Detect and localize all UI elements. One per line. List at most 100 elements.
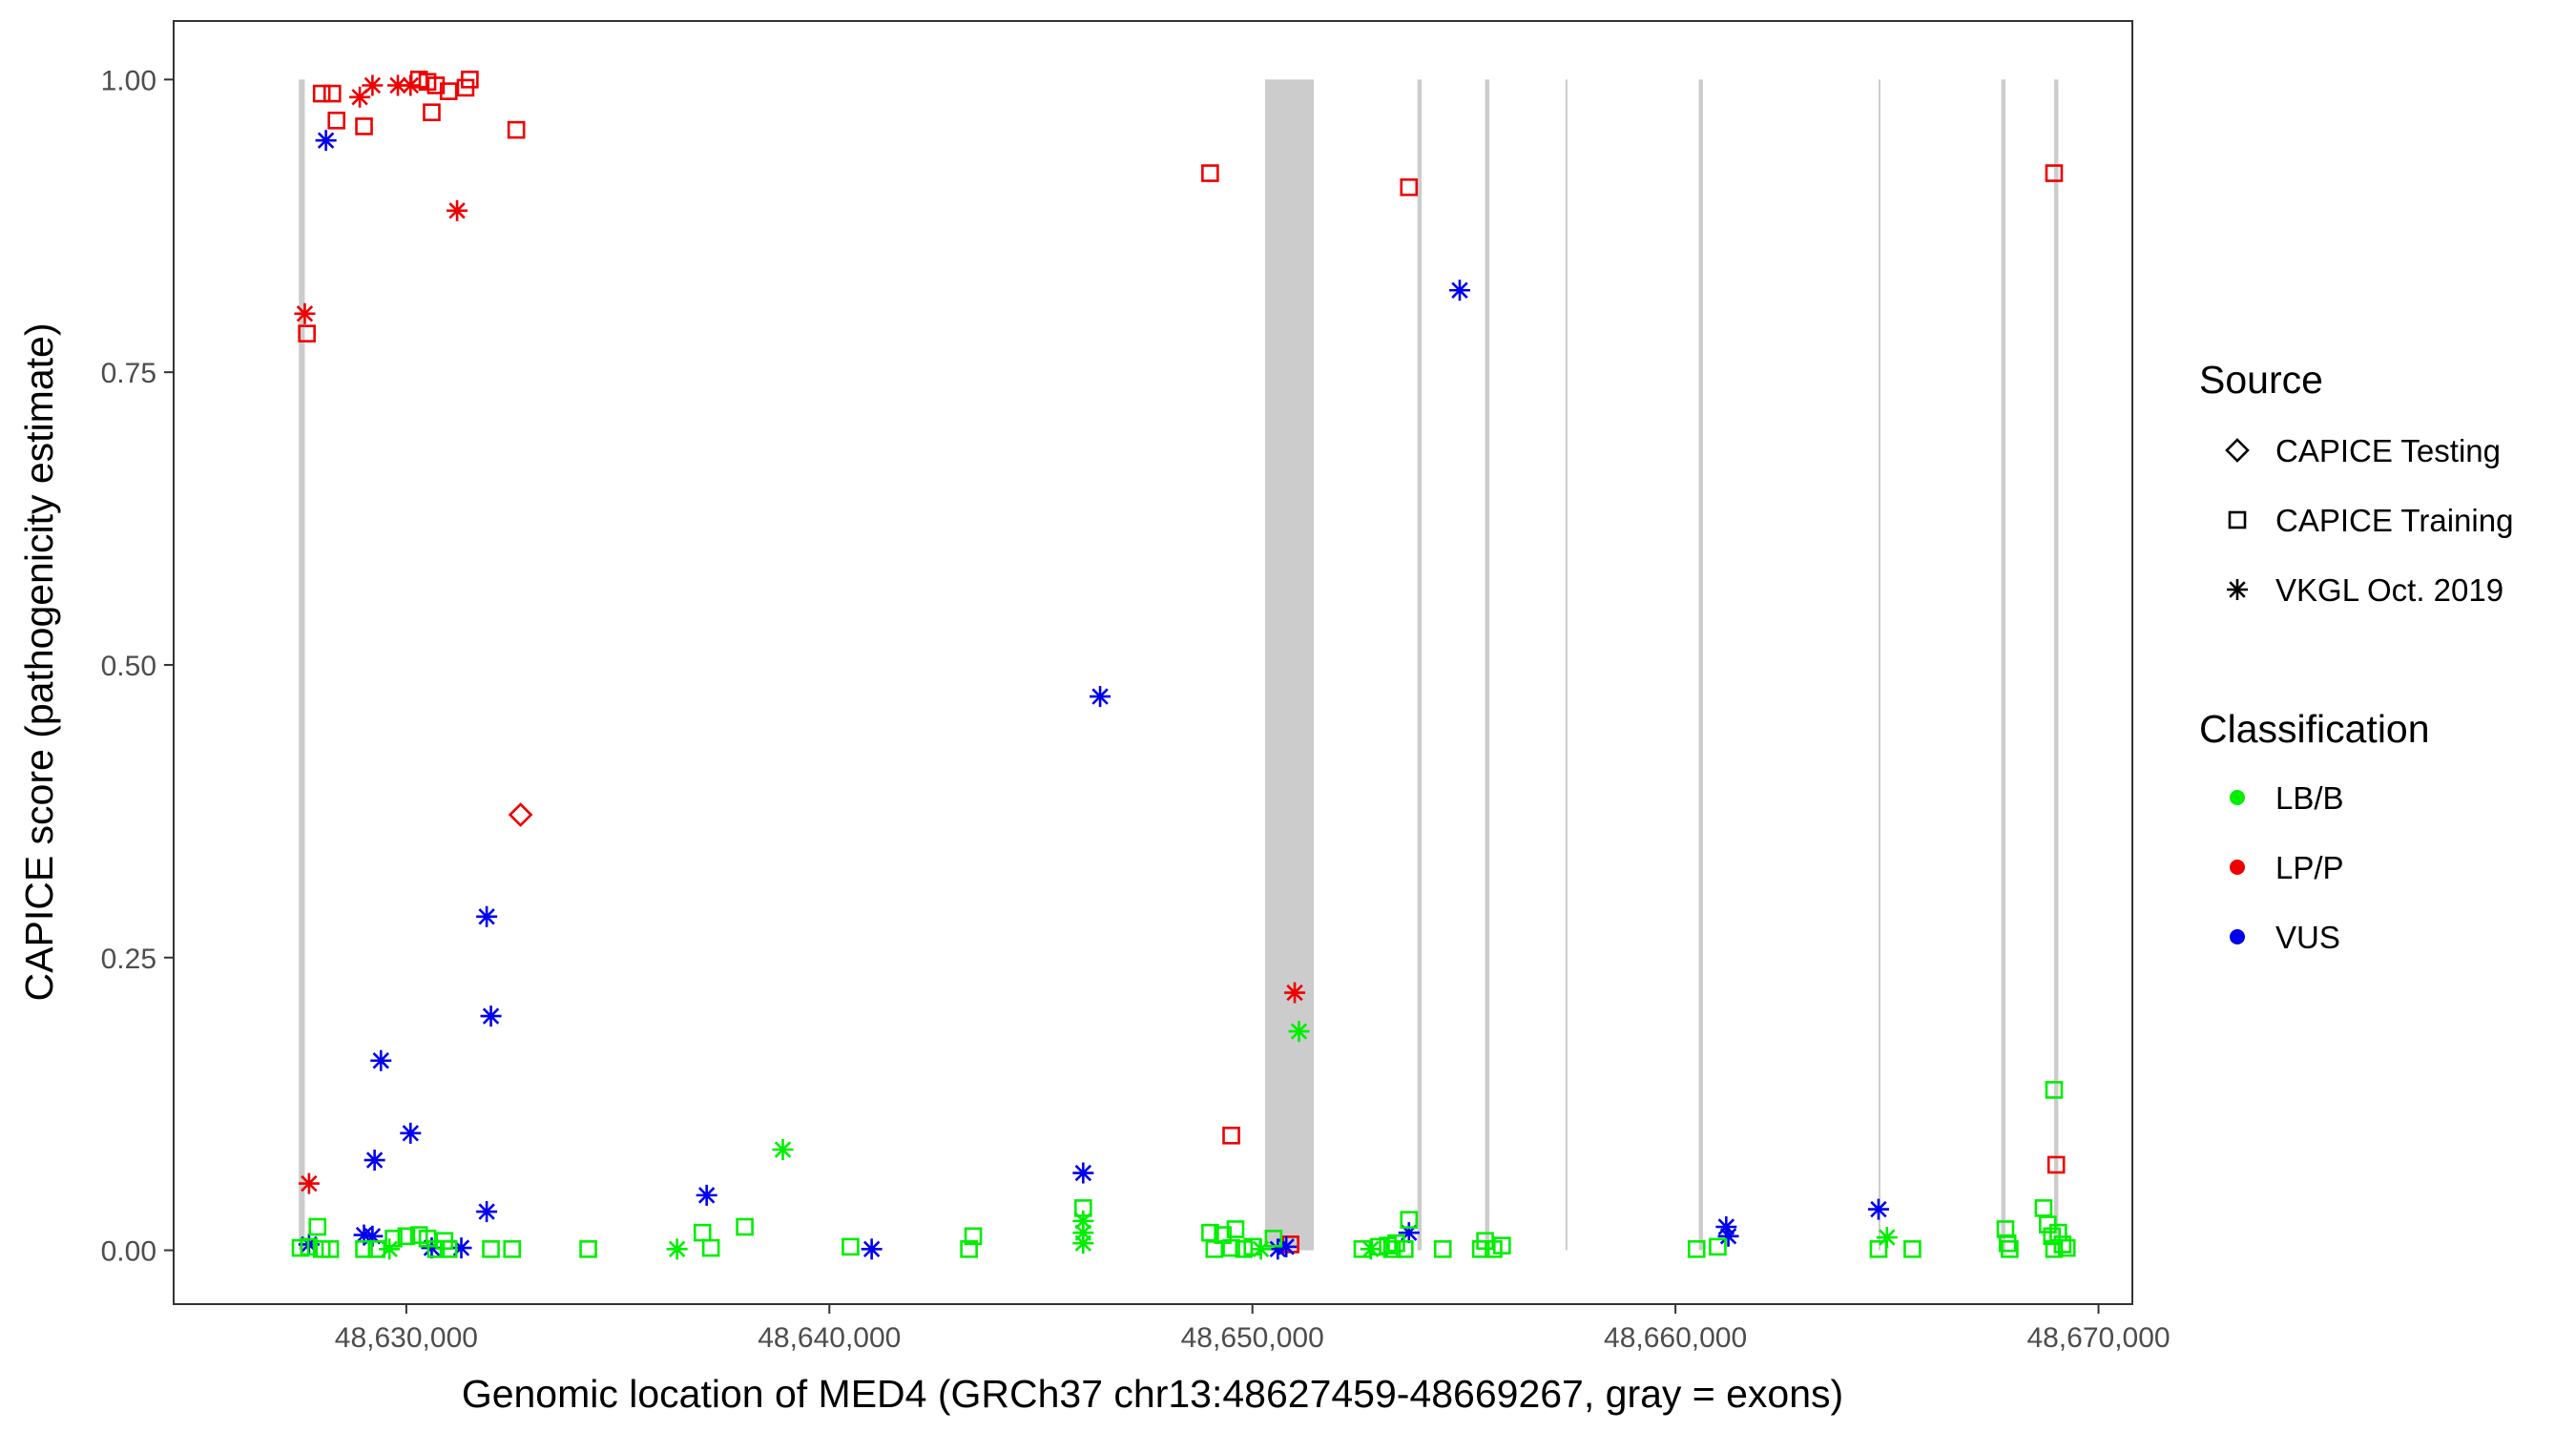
data-point	[2045, 164, 2064, 182]
square-marker	[1998, 1234, 2017, 1253]
data-point	[960, 1240, 978, 1258]
data-point	[1867, 1198, 1889, 1220]
exon-band	[299, 79, 305, 1251]
asterisk-stroke	[1290, 1023, 1308, 1040]
legend-source-label: VKGL Oct. 2019	[2275, 572, 2503, 608]
square-marker	[2046, 1155, 2066, 1174]
asterisk-stroke	[448, 202, 466, 219]
data-point	[2057, 1238, 2076, 1257]
data-point	[1396, 1240, 1414, 1258]
data-point	[439, 1240, 458, 1258]
asterisk-stroke	[2229, 581, 2246, 598]
square-marker	[355, 1240, 373, 1258]
legend-classification-label: LB/B	[2275, 780, 2344, 816]
exon-band	[1565, 79, 1568, 1251]
asterisk-stroke	[698, 1187, 716, 1204]
asterisk-stroke	[389, 76, 406, 94]
legend: Source CAPICE Testing CAPICE Training VKGL…	[2199, 358, 2513, 955]
legend-classification-items: LB/B LP/P VUS	[2230, 780, 2344, 955]
square-marker	[439, 82, 458, 100]
legend-classification-title: Classification	[2199, 707, 2430, 751]
asterisk-stroke	[296, 305, 314, 322]
square-marker	[322, 84, 342, 103]
square-marker	[1869, 1240, 1888, 1258]
exon-band	[2001, 79, 2005, 1251]
square-marker	[1226, 1220, 1245, 1238]
asterisk-stroke	[317, 132, 335, 149]
data-point	[426, 76, 446, 94]
plot-border	[173, 20, 2133, 1305]
data-point	[461, 71, 479, 89]
asterisk-stroke	[1074, 1164, 1092, 1182]
data-point	[439, 82, 458, 100]
data-point	[736, 1217, 754, 1236]
data-point	[480, 1006, 502, 1027]
data-point	[1284, 982, 1306, 1004]
x-tick-label: 48,640,000	[758, 1322, 901, 1354]
square-marker	[327, 112, 346, 130]
x-axis-ticks: 48,630,000 48,640,000 48,650,000 48,660,000…	[335, 1304, 2171, 1354]
legend-classification-key	[2230, 929, 2245, 944]
square-marker	[2045, 1081, 2064, 1099]
y-tick-label: 0.25	[101, 944, 156, 975]
data-point	[1222, 1238, 1240, 1257]
data-point	[1090, 686, 1111, 708]
square-marker	[1400, 1211, 1419, 1229]
data-point	[355, 1240, 373, 1258]
x-axis-label: Genomic location of MED4 (GRCh37 chr13:4…	[462, 1372, 1843, 1416]
data-point	[507, 120, 526, 139]
asterisk-stroke	[1074, 1213, 1092, 1230]
exon-bands	[299, 79, 2059, 1251]
data-point	[841, 1237, 860, 1256]
data-point	[298, 1172, 320, 1194]
y-axis-ticks: 0.00 0.25 0.50 0.75 1.00	[101, 65, 174, 1268]
square-marker	[579, 1240, 597, 1258]
y-tick-label: 1.00	[101, 65, 156, 96]
data-points	[291, 71, 2076, 1260]
data-point	[2045, 1081, 2064, 1099]
data-point	[294, 302, 316, 324]
square-marker	[300, 1237, 319, 1256]
data-point	[370, 1049, 392, 1071]
asterisk-stroke	[482, 1007, 500, 1025]
data-point	[1433, 1240, 1452, 1258]
asterisk-stroke	[372, 1052, 389, 1069]
data-point	[2001, 1240, 2019, 1258]
data-point	[861, 1238, 883, 1260]
legend-source-label: CAPICE Training	[2275, 503, 2513, 538]
data-point	[476, 1201, 498, 1223]
square-marker	[2228, 510, 2247, 529]
data-point	[508, 802, 533, 827]
square-marker	[1400, 177, 1419, 197]
data-point	[1072, 1162, 1094, 1184]
legend-source-items: CAPICE Testing CAPICE Training VKGL Oct. 2…	[2225, 433, 2513, 608]
asterisk-stroke	[774, 1141, 792, 1158]
square-marker	[1493, 1236, 1511, 1255]
asterisk-stroke	[1879, 1229, 1896, 1246]
data-point	[1876, 1227, 1898, 1249]
legend-source-key	[2228, 510, 2247, 529]
exon-band	[1417, 79, 1423, 1251]
data-point	[1717, 1225, 1739, 1247]
square-marker	[701, 1238, 720, 1257]
asterisk-stroke	[381, 1240, 398, 1258]
square-marker	[1264, 1229, 1283, 1248]
square-marker	[1222, 1126, 1240, 1145]
square-marker	[736, 1217, 754, 1236]
square-marker	[960, 1240, 978, 1258]
data-point	[1869, 1240, 1888, 1258]
data-point	[964, 1227, 983, 1246]
data-point	[772, 1139, 794, 1161]
square-marker	[397, 1227, 416, 1246]
data-point	[1201, 164, 1219, 182]
square-marker	[439, 1240, 458, 1258]
y-tick-label: 0.50	[101, 651, 156, 682]
diamond-marker	[508, 802, 533, 827]
square-marker	[1201, 164, 1219, 182]
asterisk-stroke	[1870, 1200, 1887, 1218]
data-point	[1448, 280, 1470, 301]
data-point	[321, 1240, 340, 1258]
square-marker	[1433, 1240, 1452, 1258]
square-marker	[2053, 1235, 2072, 1254]
exon-band	[1265, 79, 1314, 1251]
